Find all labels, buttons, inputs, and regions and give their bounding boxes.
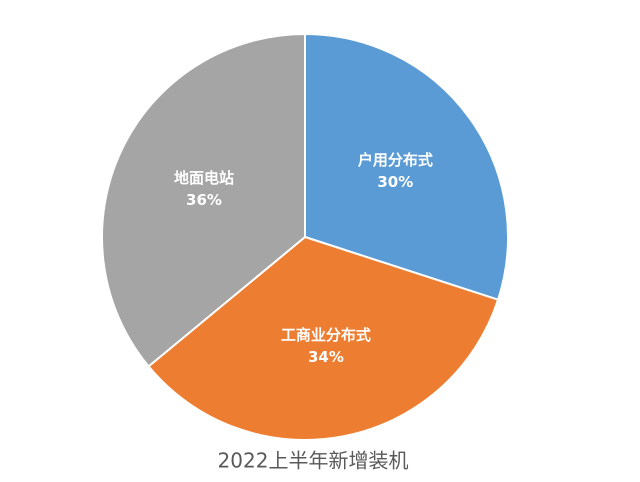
- pie-slice: [304, 32, 509, 301]
- slice-category-label: 地面电站: [174, 169, 234, 187]
- chart-title: 2022上半年新增装机: [218, 449, 409, 473]
- slice-value-label: 34%: [308, 348, 344, 366]
- pie-slice: [101, 32, 306, 368]
- slice-category-label: 户用分布式: [358, 151, 433, 169]
- pie-slice: [147, 235, 500, 441]
- slice-value-label: 30%: [377, 173, 413, 191]
- slice-category-label: 工商业分布式: [281, 326, 371, 344]
- slice-value-label: 36%: [186, 191, 222, 209]
